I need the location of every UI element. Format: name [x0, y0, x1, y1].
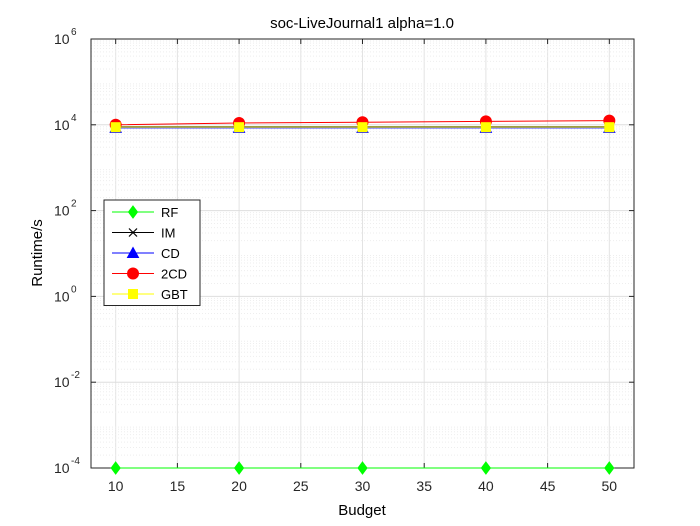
- y-tick-label: 10 -4: [54, 456, 80, 476]
- legend-entry-cd: CD: [112, 246, 180, 261]
- data-point-rf: [480, 461, 492, 475]
- y-tick-exponent: -4: [71, 456, 80, 467]
- x-marker-stroke: [128, 228, 138, 237]
- y-tick-exponent: 2: [71, 199, 77, 210]
- legend-entry-gbt: GBT: [112, 287, 188, 302]
- y-tick-exponent: -2: [71, 370, 80, 381]
- legend-label: RF: [161, 205, 178, 220]
- legend: RF IM CD 2CD GBT: [103, 199, 201, 306]
- y-tick-base: 10: [54, 31, 70, 47]
- series-rf: [110, 461, 615, 475]
- data-point-gbt: [480, 122, 491, 133]
- data-point-rf: [604, 461, 615, 475]
- legend-label: CD: [161, 246, 180, 261]
- data-point-rf: [110, 461, 121, 475]
- series-layer: [109, 114, 616, 475]
- legend-marker: [128, 228, 138, 237]
- y-tick-base: 10: [54, 203, 70, 219]
- data-point-rf: [233, 461, 245, 475]
- data-point-gbt: [604, 122, 615, 133]
- data-point-gbt: [234, 122, 245, 133]
- y-tick-label: 10 6: [54, 27, 77, 47]
- y-tick-label: 10 -2: [54, 370, 80, 390]
- x-axis-label: Budget: [338, 502, 386, 519]
- legend-label: GBT: [161, 287, 188, 302]
- x-tick-label: 20: [231, 478, 247, 494]
- x-tick-label: 25: [293, 478, 309, 494]
- legend-entry-im: IM: [112, 226, 175, 241]
- legend-entry-rf: RF: [112, 205, 178, 220]
- y-tick-base: 10: [54, 374, 70, 390]
- y-tick-exponent: 6: [71, 27, 77, 38]
- y-tick-base: 10: [54, 117, 70, 133]
- data-point-rf: [357, 461, 368, 475]
- x-tick-label: 15: [170, 478, 186, 494]
- data-point-gbt: [357, 122, 368, 133]
- data-point-gbt: [110, 122, 121, 133]
- chart-title: soc-LiveJournal1 alpha=1.0: [270, 15, 454, 32]
- legend-label: IM: [161, 226, 175, 241]
- legend-label: 2CD: [161, 267, 187, 282]
- y-tick-base: 10: [54, 288, 70, 304]
- legend-marker: [126, 246, 140, 258]
- y-tick-label: 10 2: [54, 199, 77, 219]
- y-tick-exponent: 4: [71, 113, 77, 124]
- x-tick-label: 10: [108, 478, 124, 494]
- y-axis-label: Runtime/s: [29, 219, 46, 287]
- legend-marker: [128, 289, 138, 299]
- legend-marker: [127, 205, 139, 219]
- y-tick-label: 10 0: [54, 284, 77, 304]
- y-tick-label: 10 4: [54, 113, 77, 133]
- x-tick-label: 45: [540, 478, 556, 494]
- x-tick-label: 40: [478, 478, 494, 494]
- y-tick-base: 10: [54, 460, 70, 476]
- y-tick-exponent: 0: [71, 284, 77, 295]
- series-gbt: [110, 122, 615, 133]
- legend-entry-2cd: 2CD: [112, 267, 187, 282]
- x-tick-label: 30: [355, 478, 371, 494]
- x-tick-label: 50: [602, 478, 618, 494]
- legend-marker: [127, 267, 139, 280]
- x-tick-label: 35: [416, 478, 432, 494]
